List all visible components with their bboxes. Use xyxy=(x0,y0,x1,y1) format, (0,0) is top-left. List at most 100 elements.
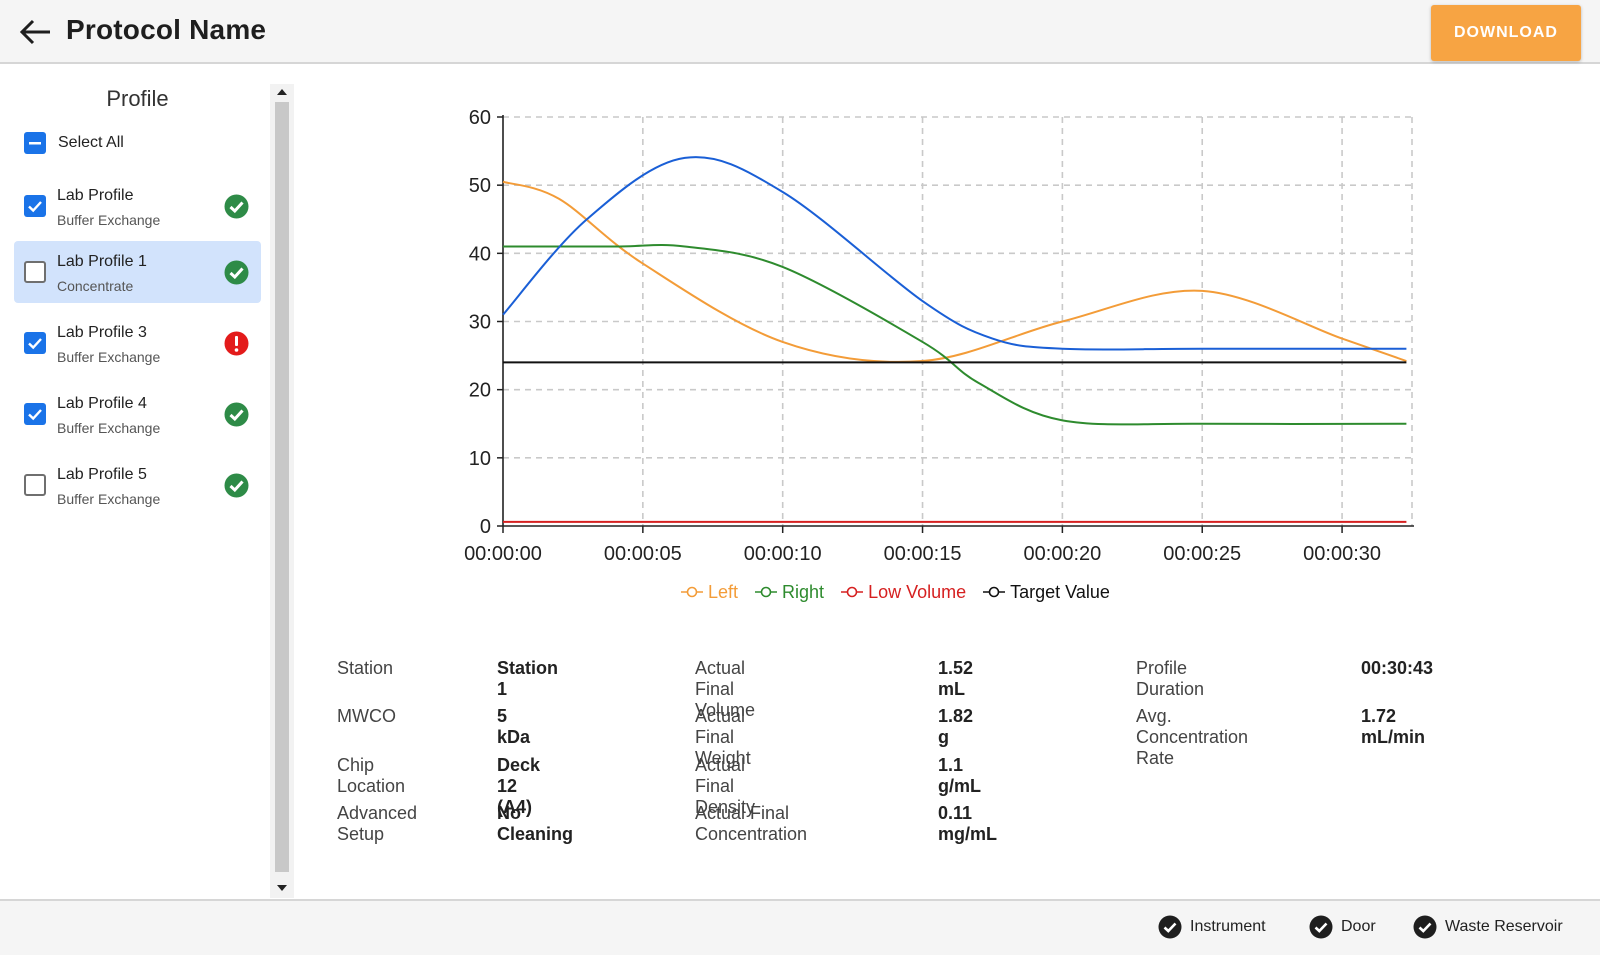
legend-label: Low Volume xyxy=(868,581,967,602)
profile-heading: Profile xyxy=(106,86,169,111)
check-circle-icon xyxy=(1158,915,1182,939)
profile-subtitle: Concentrate xyxy=(57,278,134,294)
scroll-down-arrow-icon[interactable] xyxy=(270,880,294,896)
line-chart: 0 10 20 30 40 50 60 00:00:00 00:00:05 00:00:10 00:… xyxy=(440,95,1480,620)
legend-label: Right xyxy=(782,581,825,602)
profile-sidebar: Profile xyxy=(0,66,270,898)
unchecked-checkbox-icon[interactable] xyxy=(24,261,46,283)
detail-value: 0.11 mg/mL xyxy=(938,803,998,844)
checked-checkbox-icon[interactable] xyxy=(24,403,46,425)
footer-status-label: Door xyxy=(1341,918,1376,935)
profile-subtitle: Buffer Exchange xyxy=(57,349,161,365)
legend-item[interactable]: Target Value xyxy=(982,582,1110,603)
y-tick-label: 50 xyxy=(469,175,491,197)
detail-value: 1.72 mL/min xyxy=(1361,706,1426,747)
back-arrow-icon[interactable] xyxy=(18,14,54,50)
legend-item[interactable]: Right xyxy=(754,582,824,603)
detail-label: Profile Duration xyxy=(1136,658,1205,699)
series-line-unnamed xyxy=(502,156,1407,351)
legend-marker-icon xyxy=(841,586,864,598)
profile-list-item[interactable]: Lab Profile 5 Buffer Exchange xyxy=(14,454,261,516)
detail-value: 1.82 g xyxy=(938,706,974,747)
unchecked-checkbox-icon[interactable] xyxy=(24,474,46,496)
header-bar: Protocol Name DOWNLOAD xyxy=(0,0,1600,64)
y-tick-label: 40 xyxy=(469,243,491,265)
y-tick-label: 10 xyxy=(469,448,491,470)
x-tick-label: 00:00:20 xyxy=(1023,543,1101,565)
download-button[interactable]: DOWNLOAD xyxy=(1431,5,1581,61)
x-tick-label: 00:00:10 xyxy=(744,543,822,565)
detail-label: Station xyxy=(337,658,394,678)
check-circle-icon xyxy=(1413,915,1437,939)
success-check-icon xyxy=(224,194,249,219)
profile-list-item[interactable]: Lab Profile 3 Buffer Exchange xyxy=(14,312,261,374)
detail-label: Advanced Setup xyxy=(337,803,418,844)
detail-label: Actual Final Density xyxy=(695,755,756,817)
select-all-checkbox[interactable]: Select All xyxy=(24,130,124,156)
legend-marker-icon xyxy=(983,586,1006,598)
detail-value: 00:30:43 xyxy=(1361,658,1434,678)
checked-checkbox-icon[interactable] xyxy=(24,195,46,217)
series-line-right xyxy=(503,244,1407,426)
detail-label: Avg. Concentration Rate xyxy=(1136,706,1249,768)
detail-label: Actual Final Concentration xyxy=(695,803,808,844)
detail-value: Deck 12 (A4) xyxy=(497,755,541,817)
check-circle-icon xyxy=(1309,915,1333,939)
detail-label: Actual Final Volume xyxy=(695,658,756,720)
footer-status-label: Instrument xyxy=(1190,918,1266,935)
profile-name: Lab Profile xyxy=(57,187,134,204)
success-check-icon xyxy=(224,260,249,285)
profile-subtitle: Buffer Exchange xyxy=(57,420,161,436)
profile-list-item[interactable]: Lab Profile Buffer Exchange xyxy=(14,175,261,237)
scroll-up-arrow-icon[interactable] xyxy=(270,84,294,100)
profile-name: Lab Profile 5 xyxy=(57,466,147,483)
profile-name: Lab Profile 1 xyxy=(57,253,147,270)
error-status-icon xyxy=(224,331,249,356)
select-all-label: Select All xyxy=(58,134,124,151)
chart-legend: Left Right Low Volume Target Value xyxy=(680,580,1126,604)
detail-value: No Cleaning xyxy=(497,803,574,844)
detail-value: 5 kDa xyxy=(497,706,531,747)
legend-label: Target Value xyxy=(1010,581,1110,602)
legend-label: Left xyxy=(708,581,739,602)
legend-marker-icon xyxy=(681,586,703,598)
detail-label: Chip Location xyxy=(337,755,406,796)
detail-value: Station 1 xyxy=(497,658,558,699)
profile-name: Lab Profile 4 xyxy=(57,395,147,412)
chart-canvas: 0 10 20 30 40 50 60 00:00:00 00:00:05 00:00:10 00:… xyxy=(464,107,1414,565)
y-tick-label: 20 xyxy=(469,380,491,402)
page-title: Protocol Name xyxy=(66,14,267,45)
x-tick-label: 00:00:30 xyxy=(1303,543,1381,565)
success-check-icon xyxy=(224,402,249,427)
profile-name: Lab Profile 3 xyxy=(57,324,147,341)
y-tick-label: 0 xyxy=(480,516,491,538)
detail-label: Actual Final Weight xyxy=(695,706,751,768)
sidebar-scrollbar[interactable] xyxy=(270,84,294,898)
footer-status-item: Waste Reservoir xyxy=(1413,913,1563,941)
scroll-thumb[interactable] xyxy=(275,102,289,872)
y-tick-label: 60 xyxy=(469,107,491,129)
profile-list-item[interactable]: Lab Profile 1 Concentrate xyxy=(14,241,261,303)
legend-item[interactable]: Low Volume xyxy=(840,582,966,603)
detail-value: 1.52 mL xyxy=(938,658,974,699)
legend-marker-icon xyxy=(755,586,778,598)
profile-subtitle: Buffer Exchange xyxy=(57,491,161,507)
detail-value: 1.1 g/mL xyxy=(938,755,981,796)
x-tick-label: 00:00:00 xyxy=(464,543,542,565)
footer-status-item: Door xyxy=(1309,913,1376,941)
footer-status-item: Instrument xyxy=(1158,913,1266,941)
indeterminate-checkbox-icon xyxy=(24,132,46,154)
series-line-left xyxy=(502,180,1407,363)
success-check-icon xyxy=(224,473,249,498)
status-footer: Instrument Door Waste Reservoir xyxy=(0,899,1600,955)
x-tick-label: 00:00:15 xyxy=(884,543,962,565)
profile-subtitle: Buffer Exchange xyxy=(57,212,161,228)
x-tick-label: 00:00:05 xyxy=(604,543,682,565)
detail-label: MWCO xyxy=(337,706,396,726)
x-tick-label: 00:00:25 xyxy=(1163,543,1241,565)
footer-status-label: Waste Reservoir xyxy=(1445,918,1563,935)
y-tick-label: 30 xyxy=(469,312,491,334)
legend-item[interactable]: Left xyxy=(680,582,738,603)
profile-list-item[interactable]: Lab Profile 4 Buffer Exchange xyxy=(14,383,261,445)
checked-checkbox-icon[interactable] xyxy=(24,332,46,354)
